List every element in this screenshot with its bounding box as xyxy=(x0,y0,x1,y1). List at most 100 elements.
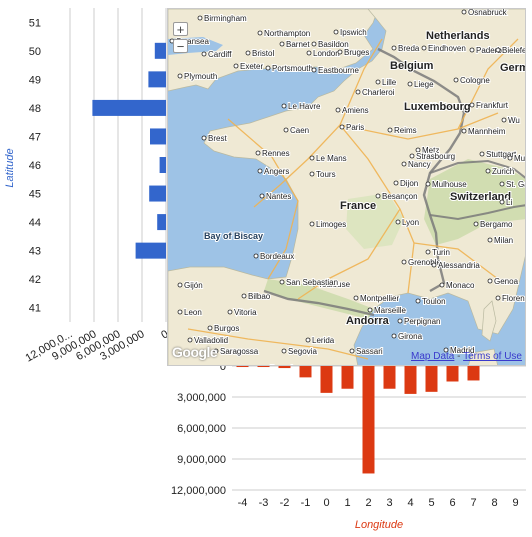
longitude-bar xyxy=(404,366,417,394)
map-attribution: Map Data - Terms of Use xyxy=(411,351,522,362)
map-label-city: Paderborn xyxy=(476,46,513,55)
map-label-city: Cardiff xyxy=(208,50,232,59)
map-label-city: Stuttgart xyxy=(486,150,517,159)
map-label-city: Dijon xyxy=(400,179,418,188)
latitude-value-label: 0 xyxy=(159,328,170,341)
map-label-city: Girona xyxy=(398,332,423,341)
map-label-city: Leon xyxy=(184,308,202,317)
longitude-category-label: 8 xyxy=(491,497,497,509)
map-label-city: Basildon xyxy=(318,40,349,49)
map-label-city: Tours xyxy=(316,170,336,179)
map-label-city: Le Mans xyxy=(316,154,347,163)
longitude-value-label: 12,000,000 xyxy=(171,485,226,497)
longitude-category-label: 4 xyxy=(407,497,413,509)
map-tiles[interactable]: Birmingham Northampton Ipswich Swansea Barne… xyxy=(168,9,526,366)
longitude-category-label: 6 xyxy=(449,497,455,509)
map-label-city: Swansea xyxy=(176,37,209,46)
longitude-value-labels: 0 3,000,000 6,000,000 9,000,000 12,000,000 xyxy=(171,361,226,497)
city-marker-icon xyxy=(355,89,361,95)
map-label-city: Marseille xyxy=(374,306,407,315)
longitude-bar xyxy=(383,366,396,389)
longitude-category-label: -3 xyxy=(259,497,269,509)
map-label-country: Netherlands xyxy=(426,30,490,42)
map-label-city: Mulhouse xyxy=(432,180,467,189)
map-label-city: Segovia xyxy=(288,347,317,356)
city-marker-icon xyxy=(395,219,401,225)
map-label-city: Angers xyxy=(264,167,289,176)
map-label-city: Cologne xyxy=(460,76,490,85)
map-label-city: Barnet xyxy=(286,40,310,49)
latitude-category-label: 48 xyxy=(29,103,41,115)
map-label-city: Paris xyxy=(346,123,364,132)
city-marker-icon xyxy=(197,15,203,21)
city-marker-icon xyxy=(311,67,317,73)
corsica-island xyxy=(481,300,497,342)
city-marker-icon xyxy=(177,282,183,288)
city-marker-icon xyxy=(375,193,381,199)
city-marker-icon xyxy=(241,293,247,299)
terms-of-use-link[interactable]: Terms of Use xyxy=(463,351,522,362)
map-label-city: Bordeaux xyxy=(260,252,294,261)
map-label-city: Nancy xyxy=(408,160,431,169)
map-label-country: Switzerland xyxy=(450,191,511,203)
map-label-city: Northampton xyxy=(264,29,310,38)
city-marker-icon xyxy=(337,49,343,55)
map-label-city: Genoa xyxy=(494,277,519,286)
continent-landmass xyxy=(168,9,525,365)
latitude-bar xyxy=(135,242,166,259)
city-marker-icon xyxy=(387,127,393,133)
city-marker-icon xyxy=(469,47,475,53)
city-marker-icon xyxy=(177,73,183,79)
map-label-city: Exeter xyxy=(240,62,263,71)
city-marker-icon xyxy=(443,347,449,353)
longitude-bar xyxy=(236,366,249,368)
city-marker-icon xyxy=(469,102,475,108)
latitude-category-label: 49 xyxy=(29,74,41,86)
map-label-city: Ipswich xyxy=(340,28,367,37)
zoom-out-button[interactable]: − xyxy=(173,39,188,53)
city-marker-icon xyxy=(415,147,421,153)
map-label-city: Li xyxy=(506,198,512,207)
latitude-bar xyxy=(154,42,166,59)
city-marker-icon xyxy=(283,127,289,133)
longitude-bar xyxy=(257,366,270,368)
city-marker-icon xyxy=(281,348,287,354)
map-data-link[interactable]: Map Data xyxy=(411,351,455,362)
map-label-city: Bristol xyxy=(252,49,274,58)
map-label-city: Monaco xyxy=(446,281,475,290)
map-label-city: London xyxy=(313,49,340,58)
map-label-city: Madrid xyxy=(450,346,474,355)
map-label-city: Rennes xyxy=(262,149,290,158)
city-marker-icon xyxy=(306,50,312,56)
city-marker-icon xyxy=(309,221,315,227)
city-marker-icon xyxy=(257,168,263,174)
longitude-bar xyxy=(278,366,291,369)
map-label-city: Koblenz xyxy=(430,102,459,111)
city-marker-icon xyxy=(311,41,317,47)
map-label-city: Alessandria xyxy=(438,261,480,270)
latitude-bar xyxy=(149,185,166,202)
latitude-bar xyxy=(92,99,166,116)
sardinia-island xyxy=(468,348,498,365)
map-label-city: Le Havre xyxy=(288,102,321,111)
map-label-water: Bay of Biscay xyxy=(204,231,263,241)
longitude-category-label: -2 xyxy=(280,497,290,509)
map-label-city: Plymouth xyxy=(184,72,217,81)
longitude-bar xyxy=(341,366,354,389)
longitude-bar xyxy=(425,366,438,392)
city-marker-icon xyxy=(177,309,183,315)
map-label-city: Osnabruck xyxy=(468,9,508,17)
longitude-bar xyxy=(467,366,480,381)
map-view[interactable]: Birmingham Northampton Ipswich Swansea Barne… xyxy=(167,8,526,366)
latitude-category-label: 45 xyxy=(29,189,41,201)
city-marker-icon xyxy=(255,150,261,156)
map-label-city: Amiens xyxy=(342,106,369,115)
city-marker-icon xyxy=(333,29,339,35)
map-label-city: Frankfurt xyxy=(476,101,509,110)
zoom-in-button[interactable]: + xyxy=(173,22,188,36)
map-label-city: Perpignan xyxy=(404,317,440,326)
road-network xyxy=(187,38,519,360)
map-label-city: Toulon xyxy=(422,297,446,306)
latitude-bar xyxy=(148,71,166,88)
city-marker-icon xyxy=(479,151,485,157)
